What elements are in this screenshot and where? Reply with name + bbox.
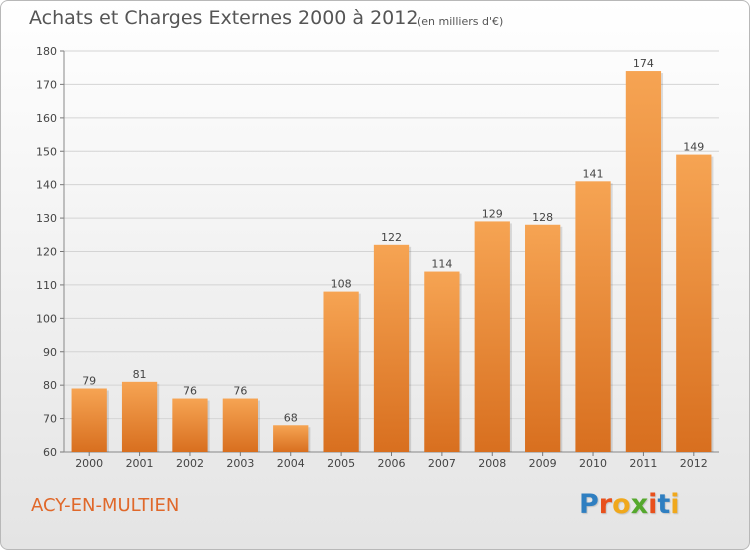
y-tick-label: 170: [36, 78, 57, 91]
bar-2007: [424, 271, 460, 452]
x-tick-label: 2007: [428, 457, 456, 470]
logo-letter: t: [657, 489, 671, 520]
x-tick-label: 2004: [277, 457, 305, 470]
x-tick-label: 2003: [226, 457, 254, 470]
bar-2012: [676, 154, 712, 452]
x-tick-label: 2008: [478, 457, 506, 470]
bar-2005: [323, 291, 359, 452]
y-tick-label: 70: [43, 413, 57, 426]
x-tick-label: 2000: [75, 457, 103, 470]
x-tick-label: 2009: [529, 457, 557, 470]
logo-letter: x: [630, 489, 649, 520]
chart-unit: (en milliers d'€): [417, 15, 504, 28]
bar-2003: [222, 398, 258, 452]
value-label: 76: [183, 385, 197, 398]
x-tick-label: 2005: [327, 457, 355, 470]
value-label: 76: [233, 385, 247, 398]
x-tick-label: 2002: [176, 457, 204, 470]
bar-2001: [121, 381, 158, 452]
axes: 60 70 80 90 100 110 120 130 140 150 160 170 180 2000 2…: [36, 45, 719, 470]
bar-2010: [575, 181, 611, 452]
y-tick-label: 60: [43, 446, 57, 459]
city-name: ACY-EN-MULTIEN: [31, 495, 180, 516]
bar-2002: [172, 398, 208, 452]
y-tick-label: 110: [36, 279, 57, 292]
logo-letter: r: [598, 489, 613, 520]
y-tick-label: 140: [36, 179, 57, 192]
chart-title: Achats et Charges Externes 2000 à 2012: [29, 7, 419, 29]
logo-letter: i: [670, 489, 680, 520]
y-tick-label: 120: [36, 246, 57, 259]
x-tick-label: 2010: [579, 457, 607, 470]
logo-letter: P: [579, 489, 599, 520]
bar-2000: [71, 388, 107, 452]
y-tick-label: 100: [36, 312, 57, 325]
value-label: 108: [331, 278, 352, 291]
bar-2008: [474, 221, 510, 452]
value-label: 149: [683, 141, 704, 154]
value-label: 122: [381, 231, 402, 244]
value-label: 79: [82, 375, 96, 388]
bar-2011: [625, 71, 662, 453]
logo-letter: o: [612, 489, 631, 520]
x-tick-label: 2011: [629, 457, 657, 470]
y-tick-label: 90: [43, 346, 57, 359]
value-label: 174: [633, 57, 654, 70]
y-tick-label: 80: [43, 379, 57, 392]
value-label: 114: [431, 258, 452, 271]
bar-2004: [273, 425, 309, 452]
y-tick-label: 160: [36, 112, 57, 125]
value-label: 141: [583, 167, 604, 180]
value-label: 81: [133, 368, 147, 381]
x-tick-label: 2006: [378, 457, 406, 470]
value-label: 129: [482, 207, 503, 220]
logo-letter: i: [648, 489, 658, 520]
y-tick-label: 180: [36, 45, 57, 58]
data-labels: 79 81 76 76 68 108 122 114 129 128 141 174 149: [82, 57, 704, 424]
value-label: 128: [532, 211, 553, 224]
bar-2009: [525, 224, 561, 452]
y-tick-label: 130: [36, 212, 57, 225]
x-tick-label: 2012: [680, 457, 708, 470]
x-tick-label: 2001: [126, 457, 154, 470]
value-label: 68: [284, 411, 298, 424]
y-tick-label: 150: [36, 145, 57, 158]
bar-2006: [373, 244, 410, 452]
bars: [71, 71, 714, 453]
proxiti-logo[interactable]: Proxiti: [579, 489, 680, 520]
